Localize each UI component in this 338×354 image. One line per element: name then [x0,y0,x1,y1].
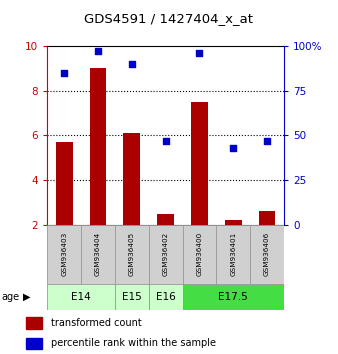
Point [129,61,135,67]
Text: GDS4591 / 1427404_x_at: GDS4591 / 1427404_x_at [84,12,254,25]
Point [264,138,270,144]
Text: percentile rank within the sample: percentile rank within the sample [51,338,216,348]
FancyBboxPatch shape [47,284,115,310]
Bar [90,68,106,225]
Text: GSM936402: GSM936402 [163,232,169,276]
Text: E15: E15 [122,292,142,302]
Text: E17.5: E17.5 [218,292,248,302]
Text: GSM936400: GSM936400 [196,232,202,276]
FancyBboxPatch shape [149,284,183,310]
FancyBboxPatch shape [81,225,115,285]
Bar [157,213,174,225]
FancyBboxPatch shape [250,225,284,285]
Bar [26,338,42,349]
FancyBboxPatch shape [183,284,284,310]
FancyBboxPatch shape [216,225,250,285]
Point [95,48,101,54]
Bar [191,102,208,225]
Point [231,145,236,151]
Text: ▶: ▶ [23,292,30,302]
Text: transformed count: transformed count [51,318,142,328]
Point [62,70,67,76]
Text: E14: E14 [71,292,91,302]
FancyBboxPatch shape [115,284,149,310]
Bar [225,220,242,225]
Text: GSM936403: GSM936403 [61,232,67,276]
Text: GSM936405: GSM936405 [129,232,135,276]
Text: GSM936406: GSM936406 [264,232,270,276]
Text: E16: E16 [156,292,175,302]
Text: GSM936401: GSM936401 [230,232,236,276]
FancyBboxPatch shape [47,225,81,285]
Text: GSM936404: GSM936404 [95,232,101,276]
Bar [56,142,73,225]
Bar [26,317,42,329]
Bar [259,211,275,225]
Point [197,50,202,56]
Bar [123,133,140,225]
FancyBboxPatch shape [183,225,216,285]
Text: age: age [2,292,20,302]
FancyBboxPatch shape [115,225,149,285]
Point [163,138,168,144]
FancyBboxPatch shape [149,225,183,285]
